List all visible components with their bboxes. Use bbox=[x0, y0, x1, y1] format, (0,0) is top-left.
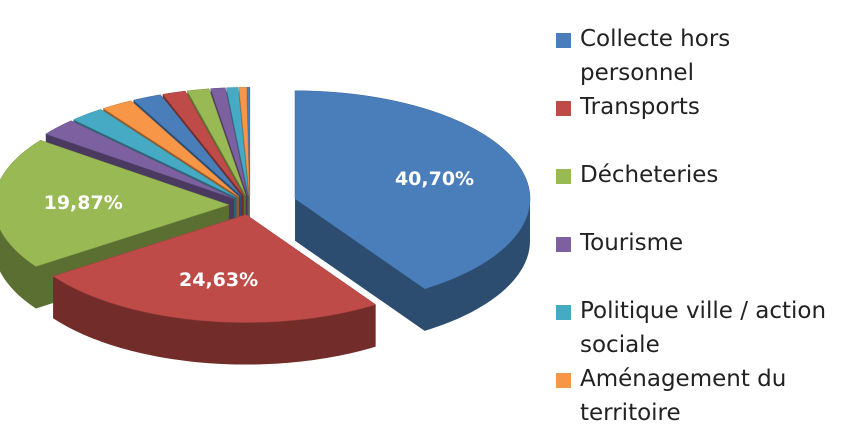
legend-item: Politique ville / action sociale bbox=[556, 294, 856, 362]
slice-top bbox=[132, 94, 242, 197]
legend-swatch bbox=[556, 101, 571, 116]
slice-top bbox=[226, 87, 249, 196]
slice bbox=[52, 214, 377, 365]
data-label: 24,63% bbox=[179, 269, 258, 291]
legend-item: Transports bbox=[556, 90, 856, 124]
legend-swatch bbox=[556, 305, 571, 320]
slice bbox=[294, 90, 531, 331]
slice bbox=[0, 139, 230, 309]
data-label: 19,87% bbox=[44, 192, 123, 214]
slice-top bbox=[238, 87, 250, 196]
slice-top bbox=[210, 87, 248, 196]
slice-top bbox=[45, 120, 235, 199]
data-label: 40,70% bbox=[395, 168, 474, 190]
legend-item: Décheteries bbox=[556, 158, 856, 192]
legend-swatch bbox=[556, 373, 571, 388]
slice-top bbox=[0, 139, 230, 267]
slice-top bbox=[102, 100, 240, 197]
slice-top bbox=[186, 88, 246, 196]
slice-top bbox=[246, 87, 251, 196]
legend-label: Collecte hors personnel bbox=[580, 26, 731, 86]
slice-top bbox=[52, 214, 377, 323]
legend-swatch bbox=[556, 33, 571, 48]
legend-item: Collecte hors personnel bbox=[556, 22, 856, 90]
legend-item: Aménagement du territoire bbox=[556, 362, 856, 430]
legend-label: Tourisme bbox=[580, 230, 684, 256]
slice-top bbox=[294, 90, 531, 290]
legend-label: Aménagement du territoire bbox=[580, 366, 787, 426]
legend-label: Transports bbox=[580, 94, 700, 120]
legend-item: Tourisme bbox=[556, 226, 856, 260]
legend-label: Décheteries bbox=[580, 162, 719, 188]
legend-swatch bbox=[556, 169, 571, 184]
legend-swatch bbox=[556, 237, 571, 252]
chart: 40,70% 24,63% 19,87% bbox=[0, 87, 531, 365]
slice-top bbox=[72, 109, 237, 198]
legend-label: Politique ville / action sociale bbox=[580, 298, 827, 358]
slice-top bbox=[162, 90, 244, 196]
